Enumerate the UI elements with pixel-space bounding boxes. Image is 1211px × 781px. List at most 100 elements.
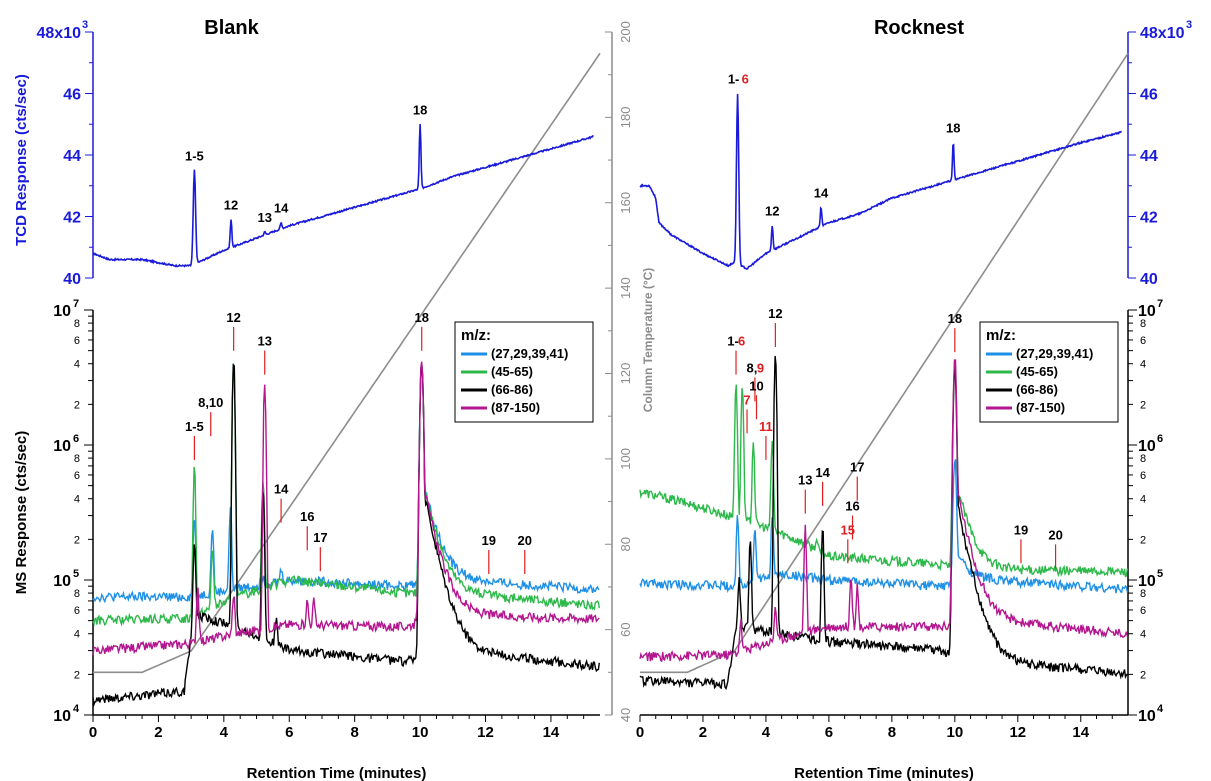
ms-minor-label-rocknest: 4 xyxy=(1140,629,1146,641)
ms-trace-blank-0 xyxy=(92,363,600,604)
x-tick-label-blank: 8 xyxy=(351,724,359,741)
tcd-peak-label-blank: 18 xyxy=(413,102,427,117)
ms-peak-label-rocknest: 8, xyxy=(746,360,757,375)
ms-minor-label-rocknest: 2 xyxy=(1140,534,1146,546)
temperature-tick-label: 40 xyxy=(618,708,633,722)
legend-label-blank: (27,29,39,41) xyxy=(491,346,568,361)
ms-minor-label-blank: 6 xyxy=(74,335,80,347)
ms-peak-label-blank: 14 xyxy=(274,482,289,497)
ms-minor-label-rocknest: 4 xyxy=(1140,494,1146,506)
ms-decade-label-blank: 10 xyxy=(53,303,71,320)
x-tick-label-rocknest: 6 xyxy=(825,724,833,741)
temperature-tick-label: 60 xyxy=(618,622,633,636)
x-tick-label-rocknest: 0 xyxy=(636,724,644,741)
ms-minor-label-rocknest: 2 xyxy=(1140,399,1146,411)
tcd-peak-label-blank: 13 xyxy=(257,210,271,225)
x-axis-title-blank: Retention Time (minutes) xyxy=(247,765,427,781)
ms-decade-label-rocknest: 10 xyxy=(1138,438,1156,455)
legend-label-rocknest: (66-86) xyxy=(1016,382,1058,397)
x-tick-label-rocknest: 14 xyxy=(1072,724,1089,741)
ms-minor-label-rocknest: 8 xyxy=(1140,588,1146,600)
ms-decade-exponent-blank: 4 xyxy=(73,703,80,715)
x-tick-label-blank: 10 xyxy=(412,724,429,741)
ms-minor-label-blank: 2 xyxy=(74,399,80,411)
temperature-tick-label: 120 xyxy=(618,363,633,385)
ms-decade-exponent-rocknest: 5 xyxy=(1157,568,1163,580)
ms-decade-exponent-rocknest: 4 xyxy=(1157,703,1164,715)
column-temperature-ramp-blank xyxy=(93,52,601,674)
temperature-tick-label: 80 xyxy=(618,537,633,551)
tcd-tick-label-blank: 46 xyxy=(63,87,81,104)
x-tick-label-blank: 0 xyxy=(89,724,97,741)
ms-peak-label-rocknest: 13 xyxy=(798,473,812,488)
ms-decade-exponent-blank: 5 xyxy=(73,568,79,580)
tcd-peak-label-rocknest: 14 xyxy=(814,185,829,200)
temperature-tick-label: 200 xyxy=(618,21,633,43)
ms-peak-label-rocknest: 1- xyxy=(727,334,739,349)
x-tick-label-rocknest: 8 xyxy=(888,724,896,741)
ms-peak-label-red-rocknest: 6 xyxy=(738,334,745,349)
ms-decade-exponent-rocknest: 7 xyxy=(1157,298,1163,310)
ms-peak-label-blank: 8,10 xyxy=(198,395,223,410)
ms-decade-label-rocknest: 10 xyxy=(1138,303,1156,320)
tcd-tick-label-rocknest: 48x10 xyxy=(1140,25,1185,42)
ms-decade-label-blank: 10 xyxy=(53,438,71,455)
ms-peak-label-blank: 17 xyxy=(313,530,327,545)
ms-decade-label-blank: 10 xyxy=(53,708,71,725)
tcd-tick-label-blank: 48x10 xyxy=(37,25,82,42)
ms-decade-label-blank: 10 xyxy=(53,573,71,590)
legend-title-blank: m/z: xyxy=(461,327,491,344)
temperature-tick-label: 180 xyxy=(618,107,633,129)
ms-peak-label-rocknest: 7 xyxy=(743,392,750,407)
ms-minor-label-blank: 6 xyxy=(74,605,80,617)
temperature-axis-title: Column Temperature (°C) xyxy=(641,268,655,413)
x-axis-title-rocknest: Retention Time (minutes) xyxy=(794,765,974,781)
x-tick-label-blank: 4 xyxy=(220,724,229,741)
ms-minor-label-rocknest: 6 xyxy=(1140,605,1146,617)
ms-trace-rocknest-0 xyxy=(639,459,1129,594)
tcd-tick-label-blank: 40 xyxy=(63,271,81,288)
ms-minor-label-blank: 2 xyxy=(74,534,80,546)
x-tick-label-rocknest: 2 xyxy=(699,724,707,741)
x-tick-label-blank: 6 xyxy=(285,724,293,741)
ms-peak-label-rocknest: 20 xyxy=(1048,527,1062,542)
ms-minor-label-blank: 2 xyxy=(74,669,80,681)
legend-label-rocknest: (45-65) xyxy=(1016,364,1058,379)
ms-decade-label-rocknest: 10 xyxy=(1138,708,1156,725)
ms-minor-label-rocknest: 2 xyxy=(1140,669,1146,681)
ms-minor-label-blank: 4 xyxy=(74,494,80,506)
ms-trace-blank-3 xyxy=(92,361,600,656)
tcd-peak-label-rocknest: 18 xyxy=(946,121,960,136)
ms-minor-label-rocknest: 8 xyxy=(1140,453,1146,465)
ms-minor-label-blank: 4 xyxy=(74,359,80,371)
ms-peak-label-rocknest: 12 xyxy=(768,306,782,321)
tcd-peak-label-blank: 12 xyxy=(224,198,238,213)
ms-peak-label-rocknest: 18 xyxy=(948,311,962,326)
x-tick-label-blank: 2 xyxy=(154,724,162,741)
tcd-peak-label-rocknest: 12 xyxy=(765,204,779,219)
tcd-tick-label-rocknest: 44 xyxy=(1140,148,1158,165)
ms-minor-label-rocknest: 8 xyxy=(1140,318,1146,330)
ms-minor-label-blank: 8 xyxy=(74,588,80,600)
ms-peak-label-rocknest: 14 xyxy=(815,465,830,480)
x-tick-label-rocknest: 10 xyxy=(946,724,963,741)
x-tick-label-rocknest: 4 xyxy=(762,724,771,741)
ms-peak-label-rocknest: 17 xyxy=(850,460,864,475)
tcd-peak-label-blank: 1-5 xyxy=(185,148,204,163)
ms-peak-label-rocknest: 10 xyxy=(749,378,763,393)
ms-axis-title: MS Response (cts/sec) xyxy=(13,431,30,594)
legend-label-blank: (45-65) xyxy=(491,364,533,379)
ms-peak-label-blank: 19 xyxy=(482,533,496,548)
ms-peak-label-blank: 18 xyxy=(414,310,428,325)
legend-title-rocknest: m/z: xyxy=(986,327,1016,344)
tcd-tick-label-rocknest: 46 xyxy=(1140,87,1158,104)
x-tick-label-blank: 14 xyxy=(543,724,560,741)
ms-trace-rocknest-1 xyxy=(639,361,1129,578)
temperature-tick-label: 100 xyxy=(618,448,633,470)
tcd-tick-label-rocknest: 42 xyxy=(1140,210,1158,227)
ms-decade-exponent-rocknest: 6 xyxy=(1157,433,1163,445)
ms-trace-blank-1 xyxy=(92,363,600,627)
ms-peak-label-red-rocknest: 9 xyxy=(757,360,764,375)
ms-minor-label-rocknest: 4 xyxy=(1140,359,1146,371)
